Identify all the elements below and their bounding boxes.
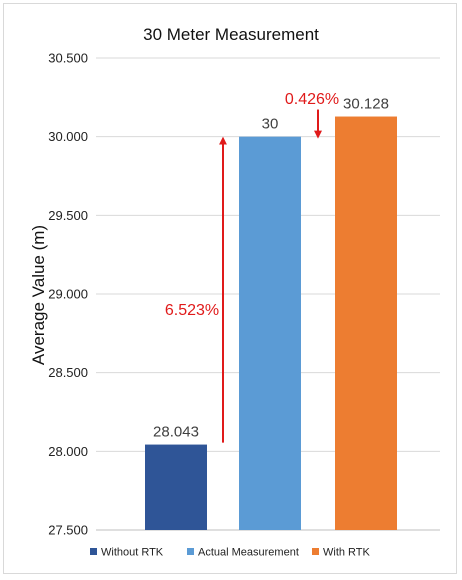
y-axis-label: Average Value (m) <box>29 225 48 365</box>
y-tick-label: 28.000 <box>48 444 88 459</box>
bar <box>335 116 397 530</box>
legend-swatch <box>312 548 319 555</box>
legend-swatch <box>187 548 194 555</box>
y-tick-label: 30.000 <box>48 129 88 144</box>
y-tick-label: 27.500 <box>48 523 88 538</box>
y-tick-label: 28.500 <box>48 365 88 380</box>
y-tick-label: 29.500 <box>48 208 88 223</box>
chart-title: 30 Meter Measurement <box>143 25 319 44</box>
data-label: 30.128 <box>343 96 389 113</box>
chart-frame <box>3 3 457 574</box>
legend-label: With RTK <box>323 547 371 559</box>
y-tick-label: 30.500 <box>48 51 88 66</box>
data-label: 28.043 <box>153 424 199 441</box>
bar <box>239 136 301 530</box>
bar <box>145 444 207 530</box>
legend-label: Actual Measurement <box>198 547 299 559</box>
y-tick-label: 29.000 <box>48 287 88 302</box>
legend-swatch <box>90 548 97 555</box>
legend-label: Without RTK <box>101 547 164 559</box>
annotation-label: 0.426% <box>285 91 339 108</box>
data-label: 30 <box>262 116 279 133</box>
annotation-label: 6.523% <box>165 302 219 319</box>
